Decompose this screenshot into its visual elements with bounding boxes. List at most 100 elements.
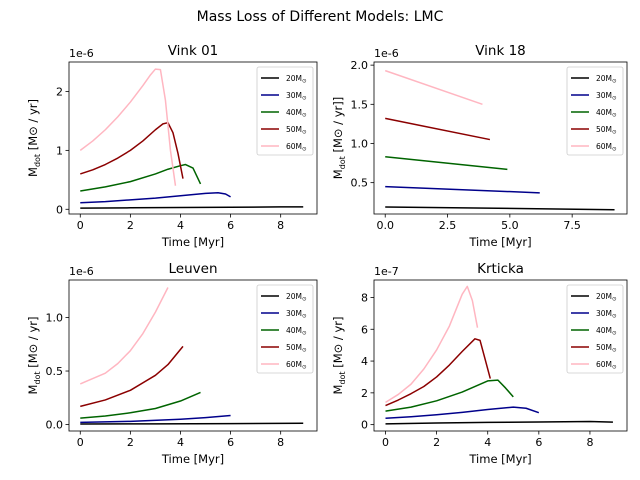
series-group: [385, 285, 613, 425]
legend-label: 40M⊙: [286, 108, 307, 119]
legend-label: 50M⊙: [596, 125, 617, 136]
figure-title: Mass Loss of Different Models: LMC: [197, 9, 444, 25]
x-tick-label: 4: [177, 436, 184, 449]
legend-box: [256, 66, 314, 156]
series-line-40msun: [385, 156, 508, 171]
x-tick-label: 2: [433, 436, 440, 449]
axes-frame: [68, 61, 318, 215]
legend-label: 20M⊙: [596, 74, 617, 85]
y-tick-label: 0.5: [351, 177, 369, 190]
axes-frame: [68, 279, 318, 432]
series-line-60msun: [384, 69, 483, 106]
y-tick-label: 0: [361, 419, 368, 432]
x-tick-label: 5.0: [501, 219, 519, 232]
x-tick-label: 0: [382, 436, 389, 449]
legend: 20M⊙ 30M⊙ 40M⊙ 50M⊙ 60M⊙: [566, 284, 624, 374]
axis-ylabel: Mdot [M⊙ / yr]: [26, 317, 42, 395]
legend: 20M⊙ 30M⊙ 40M⊙ 50M⊙ 60M⊙: [566, 66, 624, 156]
x-tick-label: 2: [127, 436, 134, 449]
legend-label: 30M⊙: [596, 309, 617, 320]
axes-frame: [373, 61, 628, 215]
x-tick-label: 0: [77, 436, 84, 449]
y-tick-label: 0.0: [46, 419, 64, 432]
axis-offset-text: 1e-7: [374, 265, 399, 278]
y-tick-label: 2: [56, 85, 63, 98]
legend-label: 20M⊙: [286, 292, 307, 303]
x-tick-label: 8: [586, 436, 593, 449]
series-group: [384, 69, 615, 211]
legend-label: 60M⊙: [596, 360, 617, 371]
y-tick-label: 8: [361, 291, 368, 304]
y-tick-label: 1.5: [351, 98, 369, 111]
x-tick-label: 7.5: [563, 219, 581, 232]
legend: 20M⊙ 30M⊙ 40M⊙ 50M⊙ 60M⊙: [256, 66, 314, 156]
series-line-50msun: [80, 345, 184, 408]
x-tick-label: 2: [127, 219, 134, 232]
series-line-30msun: [80, 192, 231, 204]
legend-label: 40M⊙: [596, 326, 617, 337]
series-line-30msun: [80, 414, 231, 424]
legend-label: 50M⊙: [596, 343, 617, 354]
legend-label: 50M⊙: [286, 343, 307, 354]
y-tick-label: 6: [361, 323, 368, 336]
x-axis-label: Time [Myr]: [161, 452, 224, 466]
axis-offset-text: 1e-6: [374, 47, 399, 60]
axes-frame: [373, 279, 628, 432]
series-group: [79, 68, 304, 209]
x-axis-label: Time [Myr]: [468, 452, 531, 466]
axis-offset-text: 1e-6: [69, 265, 94, 278]
legend: 20M⊙ 30M⊙ 40M⊙ 50M⊙ 60M⊙: [256, 284, 314, 374]
legend-label: 60M⊙: [286, 142, 307, 153]
x-tick-label: 6: [535, 436, 542, 449]
legend-box: [256, 284, 314, 374]
axis-ylabel: Mdot [M⊙ / yr]: [26, 99, 42, 177]
series-line-60msun: [79, 68, 177, 186]
legend-label: 40M⊙: [596, 108, 617, 119]
panel-title: Leuven: [169, 261, 218, 277]
legend-label: 30M⊙: [286, 91, 307, 102]
panel-title: Vink 01: [168, 43, 219, 59]
panel-title: Vink 18: [475, 43, 526, 59]
panel-krticka: 0 2 4 6 8 0 2 4 6 8 1e-7 Krticka Time [Myr] Mdot [M⊙ …: [331, 261, 628, 466]
x-tick-label: 8: [277, 219, 284, 232]
subplot-grid: 0 2 4 6 8 0 1 2 1e-6 Vink 01 Time [Myr] Mdot [M⊙ / …: [26, 43, 628, 466]
y-tick-label: 1: [56, 144, 63, 157]
series-line-30msun: [385, 185, 540, 194]
series-line-20msun: [80, 206, 304, 209]
y-tick-label: 2: [361, 387, 368, 400]
x-axis-label: Time [Myr]: [468, 235, 531, 249]
y-tick-label: 0: [56, 203, 63, 216]
series-line-30msun: [385, 406, 540, 420]
x-tick-label: 4: [484, 436, 491, 449]
series-line-40msun: [80, 163, 202, 192]
legend-label: 20M⊙: [286, 74, 307, 85]
legend-label: 60M⊙: [596, 142, 617, 153]
series-line-50msun: [385, 117, 491, 141]
series-line-40msun: [385, 379, 514, 412]
panel-vink-18: 0.0 2.5 5.0 7.5 0.5 1.0 1.5 2.0 1e-6 Vink 18 Time …: [331, 43, 628, 249]
series-line-60msun: [385, 285, 479, 404]
y-tick-label: 4: [361, 355, 368, 368]
y-tick-label: 1.0: [351, 137, 369, 150]
y-tick-label: 0.5: [46, 365, 64, 378]
x-axis-label: Time [Myr]: [161, 235, 224, 249]
series-line-50msun: [80, 121, 184, 179]
legend-label: 60M⊙: [286, 360, 307, 371]
y-tick-label: 2.0: [351, 59, 369, 72]
x-tick-label: 0.0: [376, 219, 394, 232]
axis-ylabel: Mdot [M⊙ / yr]: [331, 317, 347, 395]
x-tick-label: 4: [177, 219, 184, 232]
series-line-20msun: [385, 420, 613, 425]
axis-ylabel: Mdot [M⊙ / yr]]: [331, 97, 347, 179]
series-line-20msun: [385, 206, 615, 211]
axis-offset-text: 1e-6: [69, 47, 94, 60]
y-tick-label: 1.0: [46, 311, 64, 324]
legend-label: 50M⊙: [286, 125, 307, 136]
legend-label: 30M⊙: [596, 91, 617, 102]
legend-box: [566, 284, 624, 374]
legend-box: [566, 66, 624, 156]
x-tick-label: 0: [77, 219, 84, 232]
panel-leuven: 0 2 4 6 8 0.0 0.5 1.0 1e-6 Leuven Time [Myr] Mdot […: [26, 261, 318, 466]
x-tick-label: 2.5: [439, 219, 457, 232]
